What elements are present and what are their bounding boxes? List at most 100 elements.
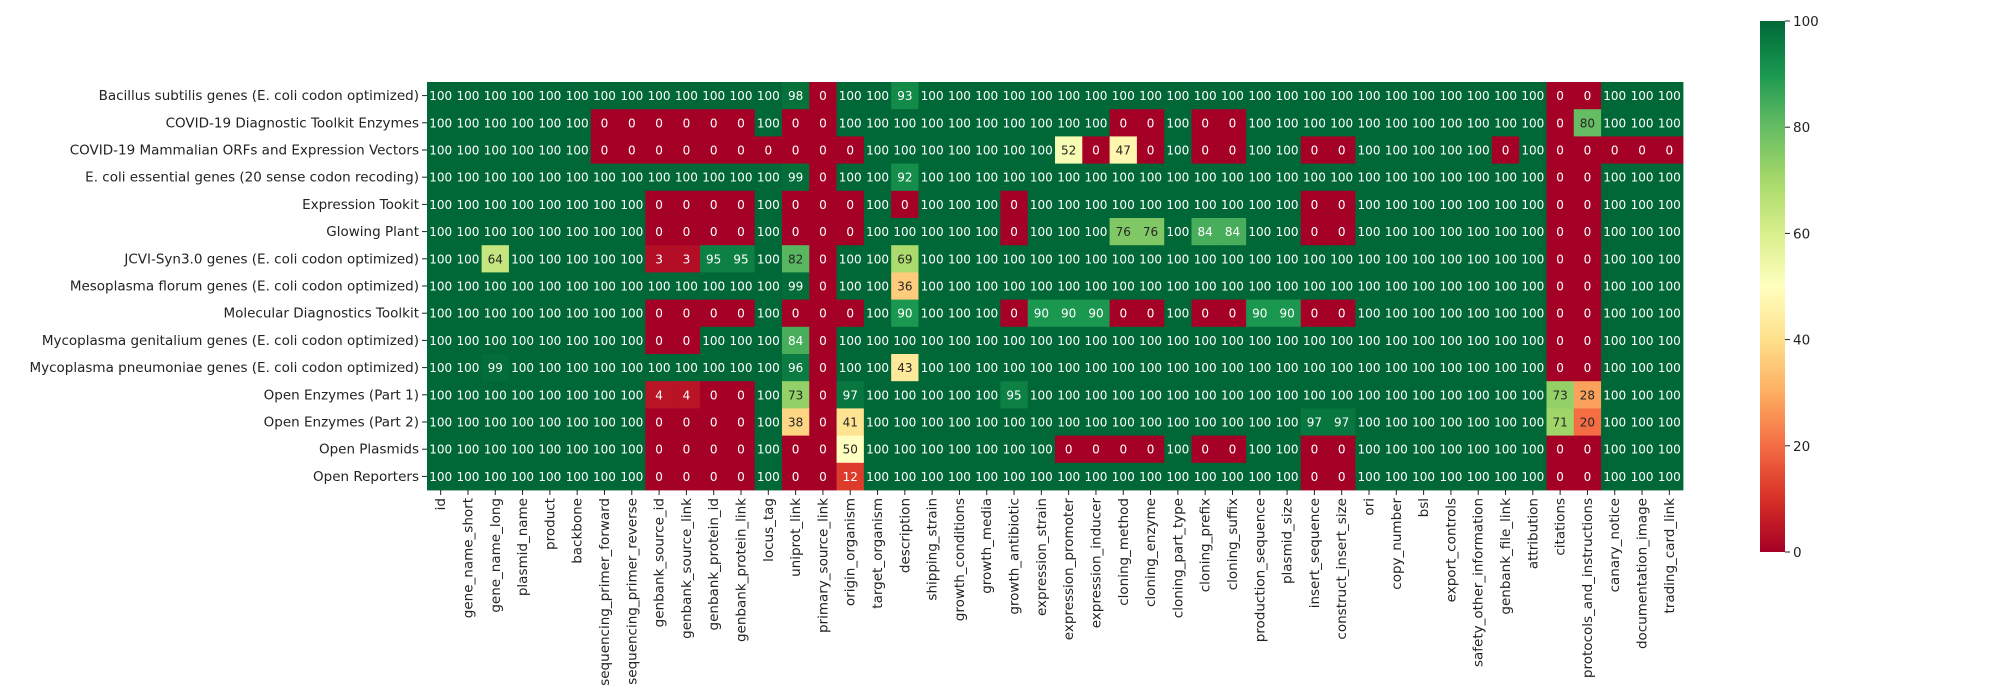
cell-value-label: 100 [839,280,862,294]
heatmap-cell [1027,326,1056,355]
heatmap-cell [1382,218,1411,246]
heatmap-cell [1164,435,1192,464]
heatmap-cell [672,218,701,246]
cell-value-label: 100 [1057,171,1080,185]
cell-value-label: 100 [1358,89,1381,103]
cell-value-label: 76 [1143,225,1158,239]
column-label: primary_source_link [815,498,831,633]
heatmap-cell [508,218,537,246]
cell-value-label: 100 [566,280,589,294]
cell-value-label: 100 [1658,89,1681,103]
cell-value-label: 0 [1338,307,1346,321]
cell-value-label: 100 [866,334,889,348]
cell-value-label: 100 [1603,198,1626,212]
cell-value-label: 100 [975,307,998,321]
heatmap-cell [891,462,919,491]
cell-value-label: 100 [1439,470,1462,484]
cell-value-label: 100 [1221,388,1244,402]
cell-value-label: 100 [1030,171,1053,185]
heatmap-cell [1409,408,1438,436]
cell-value-label: 100 [538,307,561,321]
heatmap-cell [1246,218,1274,246]
cell-value-label: 100 [511,388,534,402]
cell-value-label: 100 [839,116,862,130]
cell-value-label: 100 [839,89,862,103]
heatmap-cell [1136,245,1165,273]
heatmap-cell [1055,136,1083,164]
heatmap-cell [536,381,564,409]
cell-value-label: 100 [757,171,780,185]
heatmap-cell [427,354,455,382]
heatmap-cell [836,354,865,382]
heatmap-cell [918,326,947,355]
heatmap-cell [700,408,728,436]
cell-value-label: 100 [1412,416,1435,430]
heatmap-cell [1109,435,1138,464]
cell-value-label: 100 [948,470,971,484]
cell-value-label: 100 [921,89,944,103]
cell-value-label: 100 [1658,198,1681,212]
heatmap-cell [481,462,510,491]
cell-value-label: 0 [1556,116,1564,130]
heatmap-cell [1546,272,1575,300]
cell-value-label: 0 [655,334,663,348]
heatmap-cell [536,245,564,273]
heatmap-cell [836,408,865,436]
heatmap-cells: 100 100 100 100 100 100 100 100 100 100 100 100 100 9… [427,82,1684,491]
cell-value-label: 100 [975,144,998,158]
heatmap-cell [1464,82,1493,110]
heatmap-cell [1519,218,1547,246]
cell-value-label: 99 [788,280,803,294]
heatmap-cell [973,435,1001,464]
heatmap-cell [508,109,537,137]
cell-value-label: 100 [757,116,780,130]
cell-value-label: 100 [1412,198,1435,212]
heatmap-cell [1027,190,1056,219]
cell-value-label: 100 [1603,443,1626,457]
heatmap-cell [1000,354,1029,382]
cell-value-label: 100 [511,89,534,103]
cell-value-label: 100 [429,252,452,266]
cell-value-label: 100 [566,388,589,402]
cell-value-label: 100 [975,280,998,294]
heatmap-cell [508,245,537,273]
heatmap-cell [590,462,619,491]
cell-value-label: 100 [457,388,480,402]
heatmap-cell [781,408,810,436]
heatmap-cell [1218,218,1247,246]
cell-value-label: 100 [1521,144,1544,158]
cell-value-label: 100 [1521,307,1544,321]
cell-value-label: 69 [897,252,912,266]
cell-value-label: 100 [975,89,998,103]
heatmap-cell [754,381,783,409]
heatmap-cell [1109,218,1138,246]
cell-value-label: 0 [710,388,718,402]
cell-value-label: 100 [1494,225,1517,239]
heatmap-cell [1437,245,1465,273]
cell-value-label: 0 [683,443,691,457]
heatmap-cell [863,462,892,491]
heatmap-cell [1382,245,1411,273]
row-label: Mycoplasma pneumoniae genes (E. coli cod… [29,360,419,376]
heatmap-cell [1027,82,1056,110]
cell-value-label: 100 [1166,252,1189,266]
heatmap-cell [918,136,947,164]
heatmap-cell [781,245,810,273]
cell-value-label: 100 [921,116,944,130]
cell-value-label: 100 [1139,171,1162,185]
heatmap-cell [454,354,482,382]
heatmap-cell [427,435,455,464]
cell-value-label: 100 [484,116,507,130]
cell-value-label: 100 [866,307,889,321]
row-label: Open Enzymes (Part 2) [264,415,419,431]
heatmap-cell [918,82,947,110]
cell-value-label: 100 [1057,334,1080,348]
cell-value-label: 100 [566,470,589,484]
heatmap-cell [700,163,728,192]
cell-value-label: 100 [1166,89,1189,103]
cell-value-label: 100 [457,443,480,457]
heatmap-cell [1055,462,1083,491]
cell-value-label: 100 [593,470,616,484]
heatmap-cell [454,218,482,246]
column-label: expression_strain [1034,498,1050,616]
